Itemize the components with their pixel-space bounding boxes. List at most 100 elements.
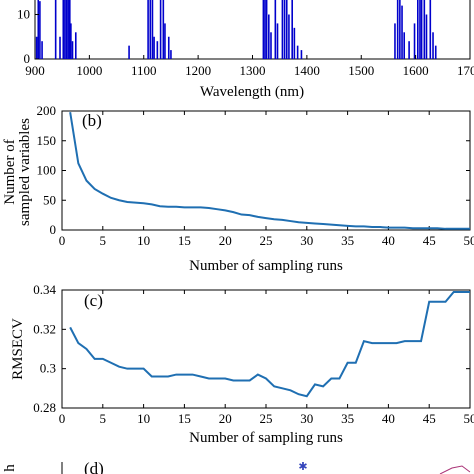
- panel-c-frame: [61, 289, 471, 409]
- panel-c-x-tick-labels: 0 5 10 15 20 25 30 35 40 45 50: [59, 411, 474, 426]
- panel-a-bar: [128, 45, 130, 59]
- panel-c-y-tick-label: 0.3: [40, 361, 56, 376]
- panel-a-x-tick-label: 1300: [240, 63, 266, 78]
- panel-b-x-axis-label: Number of sampling runs: [189, 258, 343, 274]
- panel-a-bar: [399, 0, 401, 59]
- panel-b-y-axis-label: Number of sampled variables: [2, 118, 33, 226]
- panel-a-bar: [74, 32, 77, 59]
- panel-b-x-tick-label: 30: [300, 233, 313, 248]
- panel-a-y-tick-label: 10: [17, 7, 30, 22]
- panel-b-label: (b): [82, 111, 102, 130]
- panel-a-bar: [423, 0, 426, 59]
- panel-a-bar: [37, 0, 40, 59]
- panel-b-x-tick-label: 5: [100, 233, 107, 248]
- panel-b-y-axis-label-line1: Number of: [2, 139, 18, 204]
- panel-c-x-tick-label: 40: [382, 411, 395, 426]
- panel-a-bar: [65, 0, 68, 59]
- panel-a-x-tick-label: 1500: [348, 63, 374, 78]
- panel-a-bar: [413, 23, 416, 59]
- panel-c-x-tick-label: 45: [423, 411, 436, 426]
- panel-a-bar: [300, 50, 303, 59]
- panel-a-x-tick-label: 1600: [403, 63, 429, 78]
- panel-c-x-tick-label: 10: [137, 411, 150, 426]
- panel-a-bar: [276, 23, 279, 59]
- panel-d-y-axis-label-fragment: h: [2, 464, 18, 472]
- panel-a-bar: [170, 50, 172, 59]
- panel-a-bar: [70, 23, 72, 59]
- panel-a-bar: [274, 0, 277, 59]
- panel-a-bar: [291, 0, 293, 59]
- panel-a-bar: [270, 32, 272, 59]
- panel-d-asterisk-marker: ✱: [298, 460, 307, 473]
- panel-a-bar: [419, 0, 421, 59]
- panel-d-partial: (d) h ✱: [2, 459, 471, 474]
- panel-b-series-line: [69, 112, 470, 230]
- panel-c-y-tick-label: 0.28: [33, 400, 56, 415]
- panel-a-bar: [164, 23, 166, 59]
- panel-a-bar: [153, 36, 155, 59]
- panel-a-bar-group: [35, 0, 437, 60]
- panel-a-bar: [67, 0, 69, 59]
- panel-b-y-tick-label: 150: [37, 133, 57, 148]
- panel-a-bar: [265, 0, 268, 59]
- panel-a-bar: [425, 14, 428, 59]
- panel-b-sampled-variables: 0 5 10 15 20 25 30 35 40 45 50 0 50 100 150 200 (b) Nu…: [2, 103, 474, 274]
- panel-c-x-tick-label: 30: [300, 411, 313, 426]
- panel-a-bar: [162, 0, 165, 59]
- panel-b-x-tick-label: 45: [423, 233, 436, 248]
- panel-a-bar: [417, 0, 419, 59]
- panel-b-y-tick-label: 100: [37, 163, 57, 178]
- panel-a-bar: [35, 36, 38, 59]
- panel-b-y-tick-label: 0: [50, 222, 57, 237]
- panel-c-x-tick-label: 20: [219, 411, 232, 426]
- panel-b-tick-marks: [61, 110, 471, 231]
- panel-a-y-tick-labels: 0 10: [17, 7, 39, 66]
- panel-a-bar: [147, 0, 149, 59]
- panel-a-bar: [293, 27, 296, 59]
- panel-c-x-tick-label: 15: [178, 411, 191, 426]
- panel-a-bar: [401, 5, 403, 60]
- panel-c-x-tick-label: 25: [260, 411, 273, 426]
- panel-c-series-line: [69, 290, 470, 398]
- panel-b-x-tick-label: 10: [137, 233, 150, 248]
- panel-c-label: (c): [84, 291, 103, 310]
- panel-a-bar: [71, 41, 74, 59]
- panel-a-bar: [420, 0, 423, 59]
- panel-b-y-tick-label: 50: [43, 192, 56, 207]
- panel-c-x-tick-label: 5: [100, 411, 107, 426]
- panel-a-x-tick-label: 1000: [76, 63, 102, 78]
- panel-a-bar: [283, 0, 286, 59]
- panel-a-bar: [69, 0, 71, 59]
- panel-b-x-tick-label: 35: [341, 233, 354, 248]
- panel-c-x-axis-label: Number of sampling runs: [189, 430, 343, 446]
- panel-a-x-tick-label: 900: [25, 63, 45, 78]
- panel-a-bar: [149, 0, 152, 59]
- panel-c-x-tick-label: 35: [341, 411, 354, 426]
- panel-a-bar: [281, 0, 284, 59]
- panel-b-y-axis-label-line2: sampled variables: [17, 118, 33, 226]
- panel-a-x-tick-label: 1100: [131, 63, 157, 78]
- panel-d-label: (d): [84, 459, 104, 474]
- panel-d-curve-fragment: [439, 465, 471, 474]
- panel-b-x-tick-label: 15: [178, 233, 191, 248]
- panel-b-x-tick-label: 50: [464, 233, 474, 248]
- panel-a-y-tick-label: 0: [24, 51, 31, 66]
- panel-a-bar: [285, 0, 288, 59]
- panel-c-tick-marks: [61, 289, 471, 409]
- panel-a-bar: [296, 45, 299, 59]
- panel-a-bar: [432, 32, 434, 59]
- panel-a-bar: [394, 23, 396, 59]
- panel-a-bar: [429, 0, 432, 59]
- panel-c-x-tick-label: 50: [464, 411, 474, 426]
- panel-a-x-tick-label: 1200: [185, 63, 211, 78]
- panel-a-bar: [151, 0, 154, 59]
- panel-a-bar: [408, 41, 410, 59]
- panel-a-bar: [288, 14, 290, 59]
- panel-c-y-axis-label: RMSECV: [10, 318, 26, 380]
- panel-a-x-axis-label: Wavelength (nm): [200, 84, 304, 100]
- panel-a-bar: [156, 41, 159, 59]
